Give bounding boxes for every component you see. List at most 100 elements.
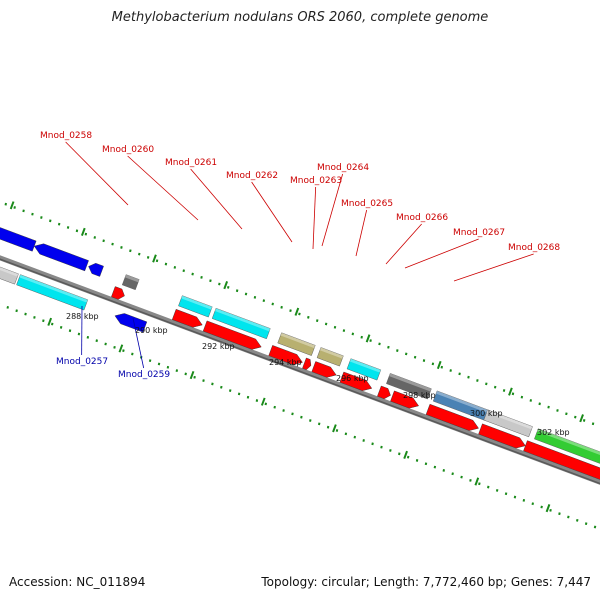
outer-major-tick (9, 201, 15, 210)
outer-minor-tick (591, 422, 595, 426)
forward-gene-arrow-icon (523, 440, 600, 491)
inner-minor-tick (255, 399, 259, 402)
outer-minor-tick (120, 246, 123, 249)
inner-minor-tick (202, 379, 205, 382)
inner-minor-tick (371, 442, 374, 446)
outer-major-tick (508, 387, 513, 396)
outer-minor-tick (342, 329, 346, 332)
outer-minor-tick (253, 295, 257, 299)
locus-tag-reverse: Mnod_0259 (118, 370, 170, 380)
inner-minor-tick (415, 459, 419, 462)
inner-minor-tick (398, 452, 401, 456)
inner-minor-tick (193, 375, 196, 379)
outer-minor-tick (315, 319, 319, 323)
locus-tag-forward: Mnod_0262 (226, 171, 278, 181)
inner-minor-tick (424, 462, 428, 466)
locus-tag-forward: Mnod_0258 (40, 131, 92, 141)
inner-minor-tick (353, 435, 357, 439)
outer-minor-tick (396, 349, 399, 352)
inner-minor-tick (77, 332, 81, 336)
gene-block-highlight (537, 428, 600, 474)
outer-minor-tick (485, 382, 488, 386)
inner-minor-tick (166, 365, 170, 369)
inner-major-tick (545, 504, 551, 513)
outer-minor-tick (22, 209, 25, 213)
outer-minor-tick (440, 365, 444, 369)
gene-block-highlight (389, 373, 432, 392)
inner-minor-tick (513, 495, 517, 499)
backbone-line (0, 240, 600, 512)
gene-callouts: Mnod_0258 Mnod_0260 Mnod_0261 Mnod_0262 Mnod… (40, 131, 560, 380)
outer-minor-tick (360, 335, 363, 339)
gene-block (16, 274, 89, 311)
page-title: Methylobacterium nodulans ORS 2060, comp… (111, 10, 489, 25)
gene-block-highlight (214, 308, 271, 332)
outer-minor-tick (565, 412, 568, 416)
outer-major-tick (223, 281, 229, 290)
inner-minor-tick (451, 472, 454, 476)
outer-minor-tick (511, 392, 515, 396)
locus-tag-forward: Mnod_0264 (317, 163, 369, 173)
outer-major-tick (294, 307, 300, 316)
topology-label: Topology: circular; Length: 7,772,460 bp… (261, 575, 591, 589)
inner-minor-tick (51, 322, 54, 326)
gene-block-highlight (19, 274, 88, 303)
outer-minor-tick (493, 385, 497, 389)
gene-block (121, 274, 140, 291)
outer-minor-tick (111, 242, 114, 246)
outer-minor-tick (378, 342, 381, 346)
outer-minor-tick (404, 352, 408, 356)
inner-minor-tick (309, 419, 312, 422)
gene-block-highlight (319, 347, 344, 359)
inner-minor-tick (95, 339, 98, 343)
outer-minor-tick (520, 395, 524, 399)
inner-minor-tick (282, 409, 285, 412)
outer-major-tick (436, 360, 442, 370)
inner-minor-tick (495, 489, 499, 492)
inner-major-tick (118, 344, 124, 353)
outer-minor-tick (235, 289, 239, 293)
outer-minor-tick (40, 216, 43, 219)
inner-minor-tick (113, 345, 116, 349)
inner-minor-tick (531, 502, 534, 506)
inner-minor-tick (584, 522, 588, 526)
forward-gene-arrow-icon (339, 371, 373, 391)
inner-minor-tick (42, 319, 45, 323)
outer-minor-tick (307, 315, 310, 319)
inner-major-tick (47, 317, 53, 326)
forward-gene-arrow-icon (111, 286, 125, 300)
inner-minor-tick (335, 429, 339, 432)
outer-minor-tick (333, 325, 337, 329)
gene-block-highlight (486, 409, 533, 430)
inner-minor-tick (380, 445, 383, 449)
gene-block-highlight (181, 295, 213, 310)
locus-tag-forward: Mnod_0263 (290, 176, 342, 186)
outer-minor-tick (262, 299, 266, 303)
outer-major-tick (365, 334, 371, 343)
outer-minor-tick (351, 332, 355, 336)
genome-backbone (0, 240, 600, 512)
forward-gene-arrow-icon (202, 320, 262, 350)
outer-minor-tick (271, 302, 274, 306)
outer-minor-tick (422, 359, 426, 362)
gene-block (277, 332, 316, 356)
inner-minor-tick (104, 342, 107, 346)
callout-line (65, 141, 129, 206)
inner-minor-tick (211, 382, 214, 386)
outer-minor-tick (547, 405, 550, 409)
inner-minor-tick (220, 385, 223, 389)
forward-gene-arrow-icon (425, 403, 479, 431)
outer-minor-tick (476, 379, 479, 382)
outer-minor-tick (458, 372, 461, 376)
outer-minor-tick (449, 369, 452, 372)
callout-line (385, 223, 422, 265)
outer-minor-tick (164, 262, 168, 266)
gene-block-highlight (349, 358, 381, 373)
gene-features (0, 219, 600, 491)
inner-major-tick (403, 450, 408, 460)
inner-minor-tick (228, 389, 232, 392)
inner-minor-tick (122, 349, 125, 353)
outer-minor-tick (298, 312, 301, 316)
gene-block (483, 409, 533, 438)
